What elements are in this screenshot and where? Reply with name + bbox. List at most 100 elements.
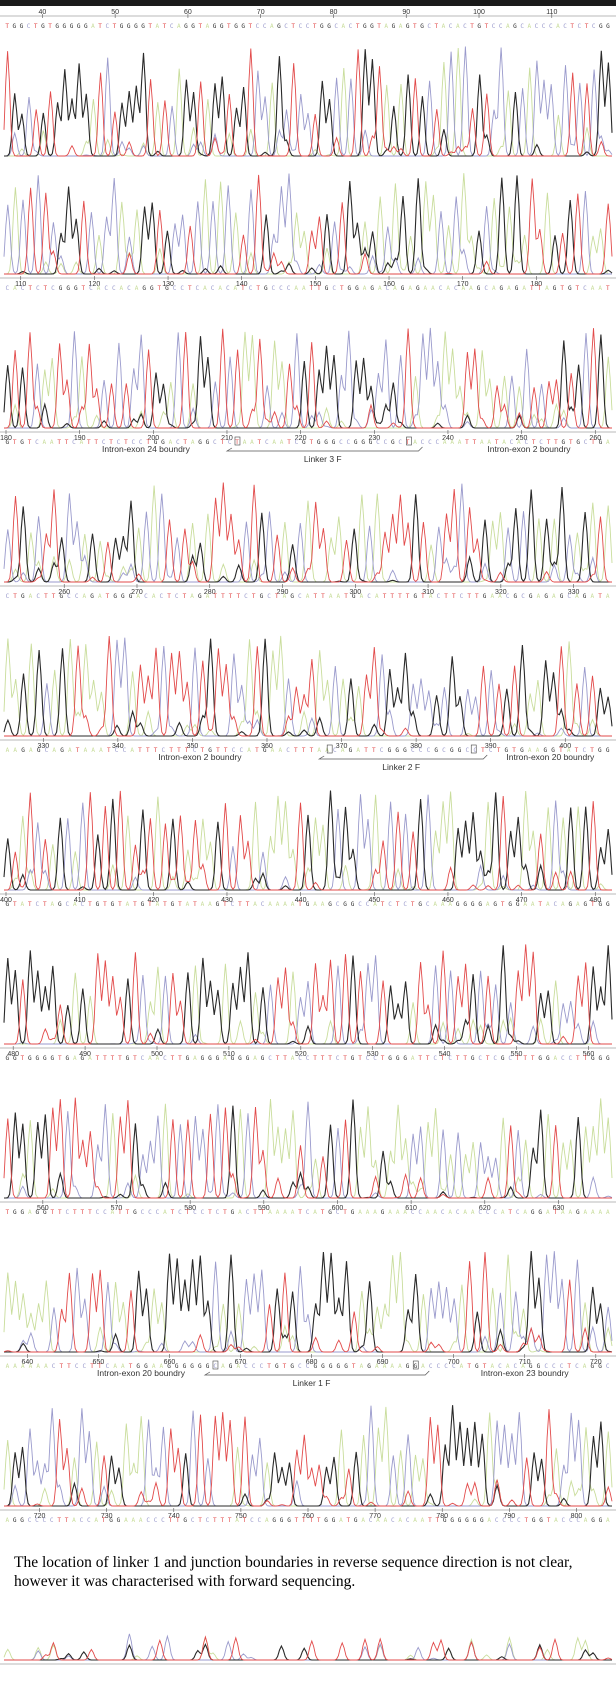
position-tick-label: 100 [473,9,485,16]
base-call-letter: C [426,901,431,908]
base-call-letter: G [420,23,425,30]
base-call-letter: A [606,439,611,446]
base-call-letter: A [44,1363,49,1370]
base-call-letter: T [532,439,537,446]
position-tick-label: 150 [310,281,322,288]
base-call-letter: T [106,593,111,600]
base-call-letter: T [133,1055,138,1062]
base-call-letter: A [43,439,48,446]
base-call-letter: C [336,901,341,908]
base-call-letter: T [347,1517,352,1524]
base-call-letter: G [598,1363,603,1370]
base-call-letter: G [20,439,25,446]
base-call-letter: T [28,901,33,908]
base-call-letter: G [198,1363,203,1370]
position-tick-label: 80 [330,9,338,16]
base-call-letter: A [521,1363,526,1370]
base-call-letter: C [521,593,526,600]
base-call-letter: T [235,439,240,446]
base-call-letter: C [160,593,165,600]
position-tick-label: 320 [495,589,507,596]
base-call-letter: C [492,23,497,30]
base-call-letter: G [324,439,329,446]
base-call-letter: G [43,1055,48,1062]
base-call-letter: A [507,285,512,292]
position-tick-label: 530 [367,1051,379,1058]
base-call-letter: A [546,901,551,908]
base-call-letter: C [228,439,233,446]
trace-a [3,635,612,737]
base-call-letter: C [347,439,352,446]
base-call-letter: C [148,1209,153,1216]
position-tick-label: 70 [257,9,265,16]
position-tick-label: 510 [223,1051,235,1058]
base-call-letter: C [606,1363,611,1370]
base-call-letter: T [317,285,322,292]
base-call-letter: T [418,1055,423,1062]
base-call-letter: A [190,593,195,600]
base-call-letter: T [94,439,99,446]
position-tick-label: 260 [58,589,70,596]
base-call-letter: T [96,1055,101,1062]
base-call-letter: G [538,1209,543,1216]
base-call-letter: C [232,747,237,754]
base-call-letter: C [418,1209,423,1216]
base-call-letter: C [460,593,465,600]
base-call-letter: T [302,747,307,754]
base-call-letter: C [463,23,468,30]
base-call-letter: C [516,1209,521,1216]
base-call-letter: G [183,1363,188,1370]
boundary-label: Intron-exon 20 boundry [506,752,595,762]
position-tick-label: 190 [74,435,86,442]
base-call-letter: T [88,901,93,908]
base-call-letter: A [390,1363,395,1370]
base-call-letter: A [84,747,89,754]
base-call-letter: G [70,23,75,30]
base-call-letter: G [531,1209,536,1216]
base-call-letter: T [585,23,590,30]
base-call-letter: T [344,593,349,600]
base-call-letter: A [91,23,96,30]
base-call-letter: T [255,747,260,754]
base-call-letter: A [68,747,73,754]
base-call-letter: G [229,1363,234,1370]
base-call-letter: T [298,901,303,908]
base-call-letter: A [83,593,88,600]
position-tick-label: 270 [131,589,143,596]
base-call-letter: A [131,1517,136,1524]
base-call-letter: A [306,593,311,600]
base-call-letter: G [201,1055,206,1062]
base-call-letter: T [5,1209,10,1216]
base-call-letter: A [606,1209,611,1216]
base-call-letter: A [480,439,485,446]
base-call-letter: T [343,1209,348,1216]
base-call-letter: A [591,285,596,292]
position-tick-label: 540 [439,1051,451,1058]
base-call-letter: A [408,285,413,292]
base-call-letter: G [416,285,421,292]
base-call-letter: C [298,593,303,600]
base-call-letter: C [549,23,554,30]
base-call-letter: C [433,1055,438,1062]
base-call-letter: G [598,901,603,908]
base-call-letter: A [442,23,447,30]
base-call-letter: C [427,23,432,30]
position-tick-label: 210 [221,435,233,442]
base-call-letter: A [426,1209,431,1216]
base-call-letter: A [313,1209,318,1216]
base-call-letter: T [171,1055,176,1062]
base-call-letter: A [272,439,277,446]
base-call-letter: A [431,285,436,292]
base-call-letter: G [136,1363,141,1370]
base-call-letter: A [441,901,446,908]
base-call-letter: G [473,1517,478,1524]
base-call-letter: A [6,747,11,754]
base-call-letter: A [268,1209,273,1216]
base-call-letter: A [376,1517,381,1524]
base-call-letter: G [471,901,476,908]
linker-start-marker [212,1360,219,1370]
base-call-letter: T [28,439,33,446]
base-call-letter: A [111,1209,116,1216]
base-call-letter: C [366,901,371,908]
